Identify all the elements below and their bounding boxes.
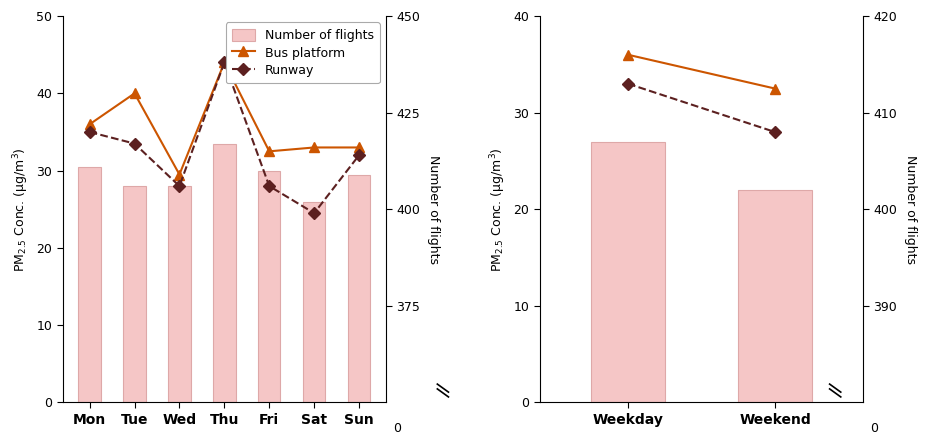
Text: 0: 0: [392, 422, 400, 435]
Bar: [738, 190, 811, 402]
Bar: [213, 144, 235, 402]
Y-axis label: PM$_{2.5}$ Conc. (μg/m$^3$): PM$_{2.5}$ Conc. (μg/m$^3$): [488, 147, 507, 272]
Bar: [168, 186, 190, 402]
Y-axis label: Number of flights: Number of flights: [903, 155, 916, 264]
Text: 0: 0: [870, 422, 877, 435]
Bar: [258, 171, 280, 402]
Bar: [302, 202, 325, 402]
Legend: Number of flights, Bus platform, Runway: Number of flights, Bus platform, Runway: [225, 22, 379, 83]
Y-axis label: PM$_{2.5}$ Conc. (μg/m$^3$): PM$_{2.5}$ Conc. (μg/m$^3$): [11, 147, 31, 272]
Y-axis label: Number of flights: Number of flights: [426, 155, 439, 264]
Bar: [348, 174, 370, 402]
Bar: [123, 186, 146, 402]
Bar: [590, 142, 664, 402]
Bar: [78, 167, 101, 402]
